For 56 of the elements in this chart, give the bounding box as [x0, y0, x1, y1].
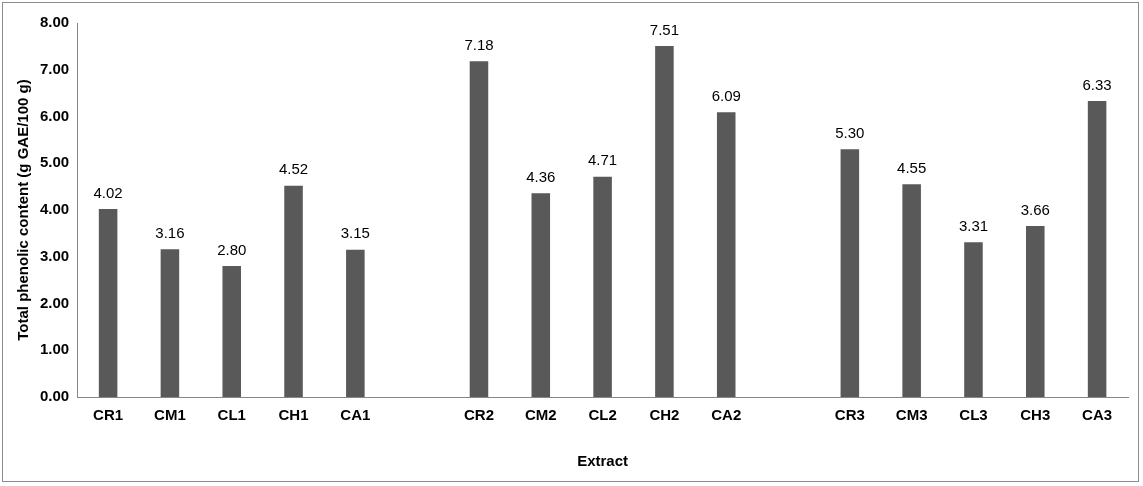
- bar: [222, 266, 241, 397]
- bar: [964, 242, 983, 397]
- data-label: 3.15: [340, 224, 370, 242]
- x-axis-title: Extract: [577, 452, 629, 470]
- bar: [284, 185, 303, 397]
- y-tick-label: 7.00: [39, 59, 70, 77]
- data-label: 4.52: [278, 160, 309, 178]
- bar: [98, 209, 118, 397]
- y-tick-label: 4.00: [39, 200, 70, 218]
- data-label: 5.30: [835, 123, 865, 141]
- bar: [902, 184, 921, 397]
- x-tick-label: CA2: [711, 406, 742, 424]
- data-label: 4.71: [588, 151, 618, 169]
- data-label: 4.02: [93, 183, 123, 201]
- x-tick-label: CH3: [1020, 406, 1051, 424]
- bar: [469, 61, 489, 397]
- bar: [655, 45, 674, 397]
- x-tick-label: CA3: [1082, 406, 1113, 424]
- data-label: 6.09: [711, 86, 741, 104]
- data-label: 3.16: [155, 223, 185, 241]
- y-tick-label: 6.00: [39, 106, 70, 124]
- y-tick-label: 5.00: [39, 153, 70, 171]
- data-label: 6.33: [1082, 75, 1112, 93]
- x-tick-label: CH2: [649, 406, 680, 424]
- bar: [346, 249, 365, 397]
- bar: [716, 112, 736, 397]
- y-tick-label: 3.00: [39, 246, 70, 264]
- bar: [531, 193, 551, 397]
- bar: [1087, 101, 1107, 397]
- y-tick-label: 8.00: [39, 13, 70, 31]
- data-label: 3.31: [958, 216, 989, 234]
- y-tick-label: 2.00: [39, 293, 70, 311]
- x-tick-label: CM2: [524, 406, 557, 424]
- bar: [1026, 225, 1045, 397]
- x-tick-label: CH1: [278, 406, 309, 424]
- data-label: 4.55: [897, 158, 927, 176]
- data-label: 7.18: [464, 35, 494, 53]
- data-label: 2.80: [217, 240, 247, 258]
- x-tick-label: CL3: [959, 406, 988, 424]
- data-label: 4.36: [526, 167, 556, 185]
- x-tick-label: CL1: [217, 406, 246, 424]
- x-tick-label: CM1: [154, 406, 186, 424]
- x-tick-label: CR1: [93, 406, 124, 424]
- data-label: 7.51: [649, 20, 680, 38]
- x-tick-label: CM3: [895, 406, 928, 424]
- bar: [160, 249, 180, 397]
- y-axis-title: Total phenolic content (g GAE/100 g): [14, 79, 32, 341]
- x-tick-label: CL2: [588, 406, 617, 424]
- bar: [593, 176, 612, 397]
- data-label: 3.66: [1020, 200, 1050, 218]
- x-tick-label: CR3: [834, 406, 865, 424]
- y-tick-label: 0.00: [39, 387, 70, 405]
- bar: [840, 149, 860, 397]
- x-tick-label: CR2: [463, 406, 494, 424]
- y-tick-label: 1.00: [39, 340, 70, 358]
- x-tick-label: CA1: [340, 406, 371, 424]
